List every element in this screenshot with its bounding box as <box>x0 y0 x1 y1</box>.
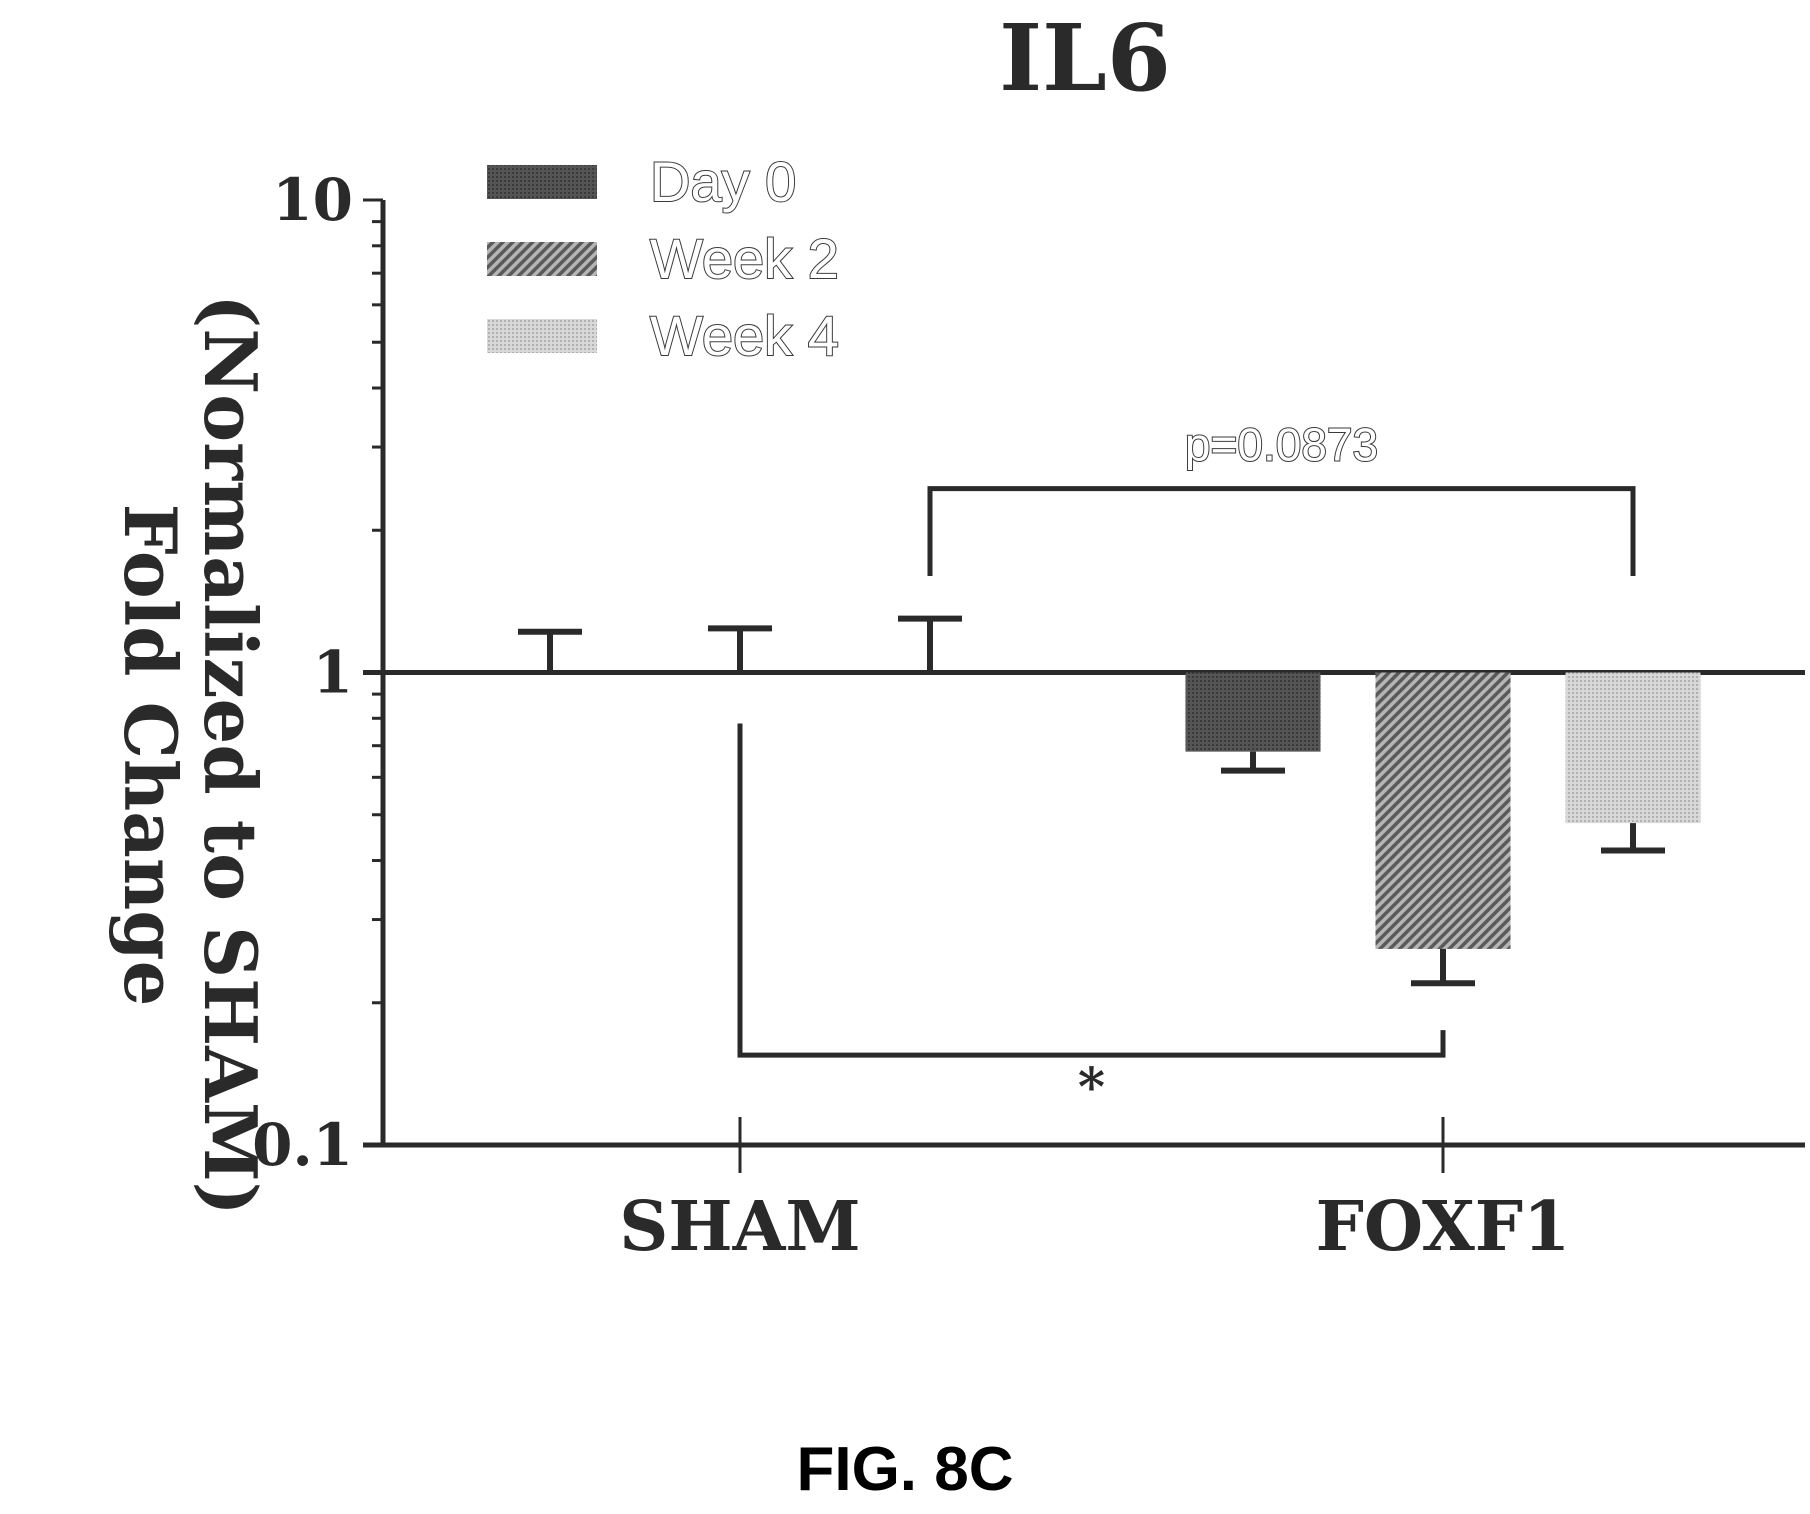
y-axis-label-line1: Fold Change <box>108 504 193 1007</box>
legend-swatch <box>487 165 597 199</box>
bars <box>518 615 1701 987</box>
bar <box>1185 672 1321 752</box>
bar <box>1565 672 1701 824</box>
axes: 0.1 1 10 SHAM FOXF1 <box>252 166 1805 1267</box>
figure-label: FIG. 8C <box>796 1435 1013 1504</box>
y-tick-label: 10 <box>272 166 353 234</box>
annotations: p=0.0873 * <box>737 418 1636 1118</box>
x-category-label: SHAM <box>619 1187 860 1267</box>
significance-bracket <box>927 486 1636 577</box>
y-tick-label: 1 <box>313 639 353 707</box>
significance-label: * <box>1078 1057 1105 1118</box>
legend: Day 0 Week 2 Week 4 <box>487 149 840 368</box>
legend-swatch <box>487 319 597 353</box>
legend-swatch <box>487 242 597 276</box>
chart-title: IL6 <box>999 4 1171 112</box>
significance-label: p=0.0873 <box>1185 419 1378 471</box>
legend-label: Week 2 <box>650 227 839 290</box>
legend-label: Week 4 <box>650 304 839 367</box>
legend-label: Day 0 <box>650 150 796 213</box>
y-axis-label: Fold Change (Normalized to SHAM) <box>108 294 273 1215</box>
significance-bracket <box>737 723 1446 1058</box>
y-tick-label: 0.1 <box>252 1111 353 1179</box>
bar <box>1375 672 1511 949</box>
x-category-label: FOXF1 <box>1316 1187 1571 1267</box>
y-axis-label-line2: (Normalized to SHAM) <box>188 294 273 1215</box>
